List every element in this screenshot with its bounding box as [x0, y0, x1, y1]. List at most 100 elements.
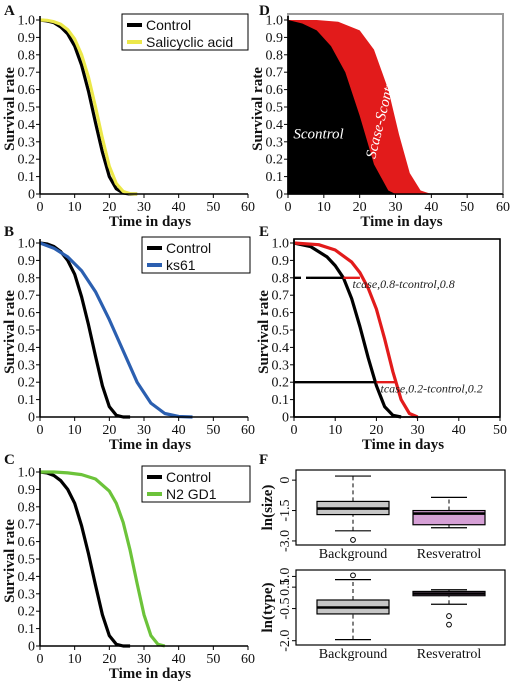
series-line-control — [39, 470, 131, 648]
panel-label-c: C — [4, 452, 15, 468]
y-tick-label: 0.6 — [18, 535, 36, 550]
y-tick-label: 0.3 — [266, 135, 284, 150]
x-tick-label: 60 — [241, 652, 255, 667]
y-axis-label: Survival rate — [2, 290, 18, 374]
x-tick-label: 30 — [389, 200, 403, 215]
y-tick-label: 0.2 — [272, 376, 290, 391]
y-tick-label: 0.9 — [18, 254, 36, 269]
y-tick-label: -1.5 — [278, 499, 293, 521]
panel-label-d: D — [259, 3, 270, 19]
y-tick-label: 0.7 — [18, 66, 36, 81]
y-tick-label: 0.5 — [278, 578, 293, 596]
outlier-point — [446, 613, 452, 619]
y-axis-label: Survival rate — [2, 519, 18, 603]
x-tick-label: 30 — [137, 200, 151, 215]
legend-label: Salicyclic acid — [146, 34, 233, 50]
legend-box — [121, 13, 249, 51]
y-axis-label: ln(type) — [260, 583, 276, 633]
y-tick-label: 0.7 — [18, 289, 36, 304]
area-control — [288, 20, 396, 194]
y-tick-label: 0.4 — [272, 341, 290, 356]
x-category-label: Background — [319, 647, 387, 662]
y-tick-label: 0.9 — [266, 31, 284, 46]
y-tick-label: 0 — [28, 411, 35, 426]
series-line-case — [293, 241, 419, 419]
x-tick-label: 60 — [241, 423, 255, 438]
y-tick-label: 0.2 — [266, 153, 284, 168]
y-tick-label: 0.1 — [18, 622, 36, 637]
y-tick-label: 0 — [28, 640, 35, 655]
series-line-ks61 — [39, 241, 193, 419]
x-tick-label: 50 — [206, 652, 220, 667]
x-tick-label: 10 — [317, 200, 331, 215]
x-tick-label: 20 — [102, 200, 116, 215]
x-tick-label: 20 — [102, 652, 116, 667]
y-tick-label: 0.6 — [266, 83, 284, 98]
legend-label: Control — [166, 240, 211, 256]
x-axis-label: Time in days — [109, 214, 191, 230]
y-tick-label: 0.2 — [18, 376, 36, 391]
y-tick-label: 1.0 — [272, 237, 290, 252]
x-tick-label: 10 — [68, 652, 82, 667]
y-tick-label: 0.4 — [266, 118, 284, 133]
plot-frame — [295, 569, 506, 646]
x-tick-label: 0 — [37, 423, 44, 438]
y-tick-label: 0.7 — [266, 66, 284, 81]
legend-label: Control — [146, 17, 191, 33]
y-tick-label: 0.3 — [18, 135, 36, 150]
chart-panel-a: 00.10.20.30.40.50.60.70.80.91.00 10 20 30 40… — [2, 13, 255, 230]
x-tick-label: 40 — [452, 423, 466, 438]
y-tick-label: 0.4 — [18, 118, 36, 133]
x-tick-label: 60 — [496, 200, 510, 215]
x-tick-label: 50 — [493, 423, 507, 438]
annotation-t-0-2: tcase,0.2-tcontrol,0.2 — [381, 382, 483, 396]
x-tick-label: 20 — [102, 423, 116, 438]
annotation-t-0-8: tcase,0.8-tcontrol,0.8 — [353, 277, 455, 291]
x-tick-label: 10 — [328, 423, 342, 438]
y-tick-label: 0.2 — [18, 153, 36, 168]
y-axis-label: Survival rate — [2, 67, 18, 151]
y-tick-label: -0.5 — [278, 597, 293, 619]
x-axis-label: Time in days — [109, 666, 191, 682]
y-tick-label: 0.3 — [18, 358, 36, 373]
y-tick-label: 1.0 — [278, 568, 293, 586]
x-tick-label: 30 — [137, 652, 151, 667]
chart-panel-f-type: -2.0 -0.50.51.0ln(type) Background Resverat… — [260, 568, 506, 662]
panel-label-b: B — [4, 224, 14, 240]
y-tick-label: 0.7 — [272, 289, 290, 304]
x-axis-label: Time in days — [362, 437, 444, 453]
y-tick-label: 0.1 — [266, 170, 284, 185]
plot-frame — [295, 469, 506, 546]
y-axis-label: Survival rate — [256, 290, 272, 374]
chart-panel-c: 00.10.20.30.40.50.60.70.80.91.00 10 20 30 40… — [2, 465, 255, 682]
y-tick-label: 0.5 — [272, 324, 290, 339]
y-tick-label: 0.5 — [18, 324, 36, 339]
x-category-label: Resveratrol — [417, 647, 482, 662]
series-line-n2-gd1 — [40, 470, 166, 648]
x-tick-label: 40 — [424, 200, 438, 215]
x-category-label: Background — [319, 547, 387, 562]
y-tick-label: -3.0 — [278, 530, 293, 552]
y-axis-label: ln(size) — [260, 485, 276, 531]
legend-label: ks61 — [166, 257, 196, 273]
annotation-scontrol: Scontrol — [293, 126, 343, 142]
y-tick-label: 0.3 — [18, 587, 36, 602]
y-tick-label: 0.6 — [18, 83, 36, 98]
x-tick-label: 0 — [37, 652, 44, 667]
x-tick-label: 40 — [172, 423, 186, 438]
series-line-control — [293, 241, 402, 419]
series-line-control — [39, 241, 131, 419]
x-tick-label: 10 — [68, 200, 82, 215]
y-tick-label: 0.9 — [18, 483, 36, 498]
outlier-point — [350, 572, 356, 579]
y-tick-label: 0.9 — [272, 254, 290, 269]
y-tick-label: 0.5 — [18, 101, 36, 116]
y-tick-label: 0.2 — [18, 605, 36, 620]
y-tick-label: 1.0 — [18, 466, 36, 481]
x-tick-label: 20 — [353, 200, 367, 215]
x-tick-label: 0 — [285, 200, 292, 215]
y-tick-label: 0.8 — [272, 271, 290, 286]
y-tick-label: 0.8 — [18, 48, 36, 63]
y-tick-label: 0.7 — [18, 518, 36, 533]
